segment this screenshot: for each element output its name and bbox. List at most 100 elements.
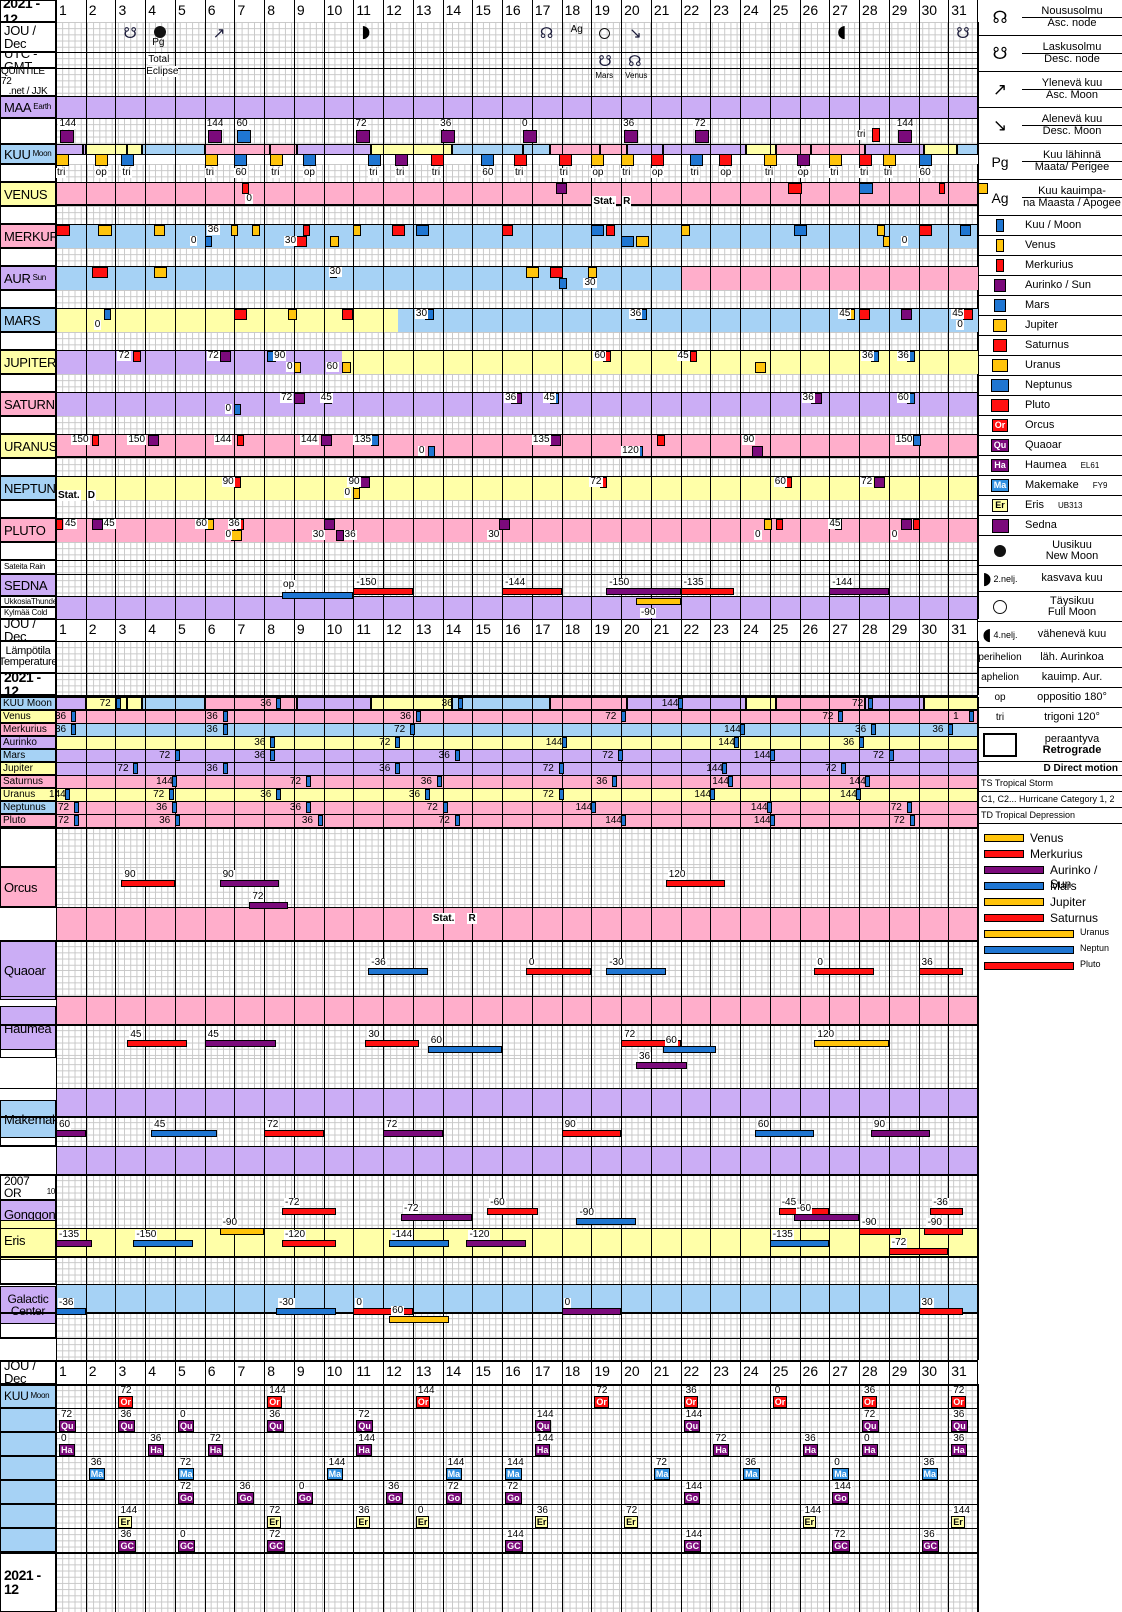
day-divider (353, 1528, 355, 1552)
day-divider (234, 596, 236, 619)
day-header-2-12: 12 (383, 619, 413, 641)
row-strip-kuu (0, 164, 56, 182)
mini-mark-9-5 (769, 815, 775, 826)
day-divider (799, 1384, 801, 1408)
dwarf-value-Or-13: 144 (416, 1385, 436, 1396)
day-header-3-31: 31 (948, 1360, 978, 1384)
day-divider (531, 596, 533, 619)
day-divider (442, 1116, 444, 1146)
dwarf-value-Er-8: 72 (268, 1505, 282, 1516)
day-divider (769, 308, 771, 332)
day-divider (829, 940, 831, 970)
dwarf-chip-Er-26: Er (802, 1516, 817, 1528)
aspect-bar-value: 45 (153, 1119, 167, 1130)
day-divider (829, 206, 831, 224)
day-divider (442, 1432, 444, 1456)
day-divider (829, 574, 831, 596)
aspect-bar-value: -150 (608, 577, 631, 588)
day-divider (591, 641, 593, 673)
day-divider (978, 697, 979, 710)
day-divider (264, 801, 266, 814)
day-divider (56, 290, 57, 308)
day-header-3-12: 12 (383, 1360, 413, 1384)
day-divider (591, 970, 593, 996)
day-divider (680, 1456, 682, 1480)
day-divider (888, 416, 890, 434)
day-divider (680, 374, 682, 392)
dwarf-value-Ha-28: 0 (863, 1433, 871, 1444)
day-divider (502, 416, 504, 434)
day-divider (829, 762, 831, 775)
day-divider (145, 1456, 147, 1480)
day-divider (115, 224, 117, 248)
aspect-bar-value: 60 (391, 1305, 405, 1316)
day-divider (353, 1384, 355, 1408)
day-header-2-25: 25 (769, 619, 800, 641)
day-divider (710, 560, 712, 574)
day-divider (145, 206, 147, 224)
day-divider (829, 96, 831, 118)
day-divider (115, 867, 117, 907)
day-divider (264, 518, 266, 542)
day-divider (829, 827, 831, 867)
day-divider (56, 788, 57, 801)
day-divider (650, 1528, 652, 1552)
kuu-aspect-mark-4 (234, 154, 248, 166)
galactic-bar-1 (276, 1308, 336, 1315)
day-divider (650, 1284, 652, 1312)
aspect-mark-maa-1 (207, 130, 222, 143)
uranus-value-9: 150 (894, 434, 914, 445)
makemake-bar-5 (754, 1130, 815, 1137)
legend-orbit-bar-Merkurius (984, 850, 1024, 858)
day-divider (710, 164, 712, 182)
day-divider (621, 206, 623, 224)
day-divider (918, 68, 920, 96)
day-divider (948, 827, 950, 867)
day-divider (56, 736, 57, 749)
day-divider (859, 996, 861, 1024)
day-divider (978, 788, 979, 801)
day-divider (204, 1256, 206, 1284)
day-divider (204, 1432, 206, 1456)
day-divider (472, 762, 474, 775)
legend-body-name-7: Uranus (1025, 359, 1061, 371)
makemake-bar-6 (870, 1130, 931, 1137)
day-divider (561, 206, 563, 224)
dwarf-value-Qu-8: 36 (268, 1409, 282, 1420)
day-divider (710, 940, 712, 970)
dwarf-chip-Ma-2: Ma (88, 1468, 106, 1480)
mini-row-label-5: Jupiter (0, 762, 56, 775)
day-divider (174, 1058, 176, 1088)
day-divider (621, 332, 623, 350)
day-divider (799, 907, 801, 940)
day-divider (591, 1384, 593, 1408)
day-divider (412, 1088, 414, 1116)
day-divider (769, 1408, 771, 1432)
day-divider (56, 96, 57, 118)
day-divider (115, 710, 117, 723)
day-divider (472, 1432, 474, 1456)
day-divider (234, 248, 236, 266)
kuu-aspect-mark-18 (859, 154, 873, 166)
day-divider (650, 1058, 652, 1088)
legend-dwarf-swatch-5 (978, 518, 1022, 533)
day-header-25: 25 (769, 0, 800, 22)
neptun-value-5: 72 (860, 476, 874, 487)
day-divider (442, 458, 444, 476)
uranus-band (56, 434, 978, 458)
day-divider (502, 1058, 504, 1088)
day-divider (680, 1024, 682, 1058)
day-divider (264, 308, 266, 332)
day-divider (591, 867, 593, 907)
aspect-value: 36 (622, 118, 636, 129)
day-header-2-23: 23 (710, 619, 741, 641)
dwarf-chip-Or-19: Or (594, 1396, 609, 1408)
row-divider (0, 182, 978, 183)
day-divider (829, 350, 831, 374)
row-divider (0, 1338, 978, 1339)
day-divider (264, 1504, 266, 1528)
day-divider (561, 416, 563, 434)
day-divider (888, 762, 890, 775)
day-divider (412, 749, 414, 762)
day-divider (502, 814, 504, 827)
